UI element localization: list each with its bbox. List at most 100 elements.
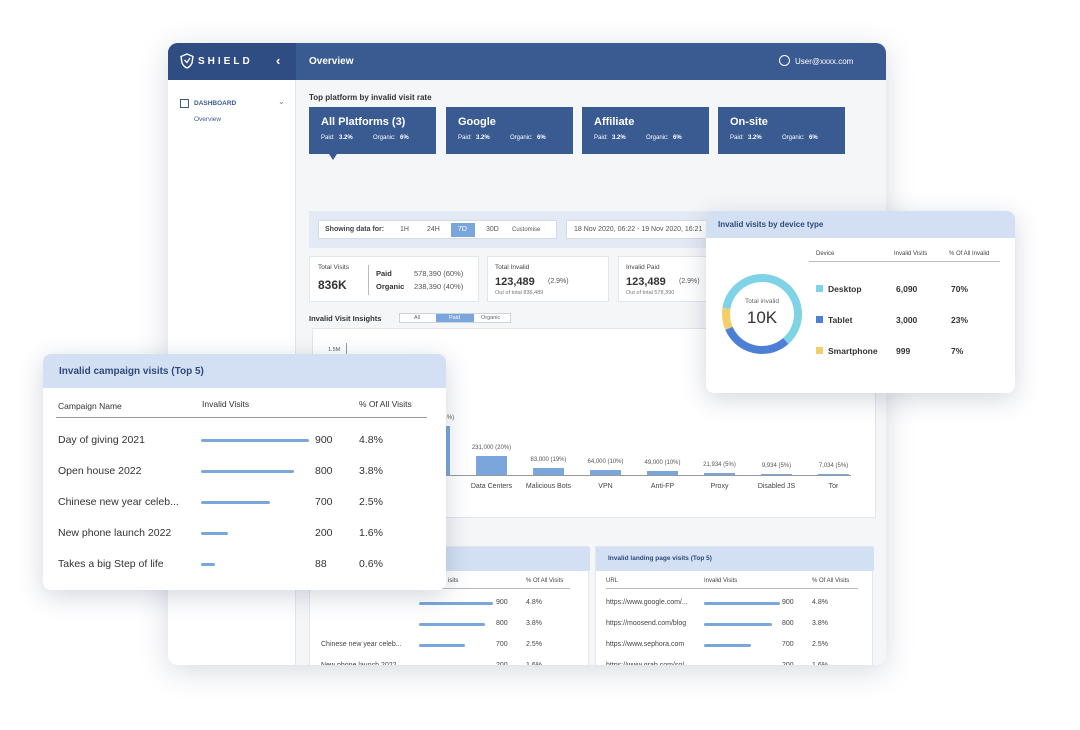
device-visits: 999 [896, 346, 911, 356]
device-pct: 70% [951, 284, 969, 294]
organic-value: 6% [673, 135, 682, 141]
total-invalid-card: Total Invalid 123,489 (2.9%) Out of tota… [487, 256, 609, 302]
landing-url[interactable]: https://www.grab.com/sg/... [606, 662, 690, 665]
device-card-title: Invalid visits by device type [718, 220, 824, 229]
chart-bar[interactable] [476, 455, 507, 475]
total-visits-card: Total Visits 836K Paid 578,390 (60%) Org… [309, 256, 479, 302]
chart-bar[interactable] [647, 470, 678, 475]
time-option-1h[interactable]: 1H [400, 226, 409, 233]
sidebar-section-dashboard[interactable]: DASHBOARD [194, 100, 237, 107]
chart-category-label: Malicious Bots [525, 483, 572, 490]
campaign-pct: 3.8% [359, 465, 383, 477]
device-donut-chart [722, 274, 802, 354]
landing-title: Invalid landing page visits (Top 5) [608, 555, 712, 562]
campaign-card: Invalid campaign visits (Top 5) Campaign… [43, 354, 446, 590]
bg-campaign-bar [419, 623, 485, 626]
organic-value: 6% [400, 135, 409, 141]
device-pct: 7% [951, 346, 964, 356]
logo-area: SHIELD ‹ [168, 43, 296, 80]
landing-visits: 700 [782, 641, 794, 648]
landing-col-url: URL [606, 578, 619, 584]
landing-url[interactable]: https://www.sephora.com [606, 641, 685, 648]
chart-bar[interactable] [818, 474, 849, 475]
invalid-paid-sub: Out of total 578,390 [626, 290, 675, 296]
divider [368, 265, 369, 295]
time-option-selected-bg [451, 223, 475, 237]
y-tick-label: 1.5M [328, 347, 341, 354]
platform-card-affiliate[interactable]: Affiliate Paid: 3.2% Organic: 6% [582, 107, 709, 154]
device-name: Tablet [828, 315, 853, 325]
landing-col-pct: % Of All Visits [812, 578, 850, 584]
campaign-col-name: Campaign Name [58, 401, 122, 411]
platform-card-onsite[interactable]: On-site Paid: 3.2% Organic: 6% [718, 107, 845, 154]
legend-swatch [816, 347, 823, 354]
donut-slice-smartphone[interactable] [722, 307, 733, 330]
showing-label: Showing data for: [325, 226, 385, 233]
campaign-visits: 700 [315, 496, 333, 508]
landing-bar [704, 644, 751, 647]
chart-bar[interactable] [533, 468, 564, 475]
paid-label: Paid [376, 269, 392, 278]
total-invalid-pct: (2.9%) [548, 278, 569, 285]
campaign-visits: 800 [315, 465, 333, 477]
time-option-7d[interactable]: 7D [458, 226, 467, 233]
time-option-24h[interactable]: 24H [427, 226, 440, 233]
landing-header [596, 547, 874, 571]
toggle-all[interactable]: All [414, 315, 421, 321]
legend-swatch [816, 285, 823, 292]
paid-label: Paid: [594, 135, 608, 141]
divider [809, 261, 1000, 262]
paid-value: 578,390 (60%) [414, 269, 464, 278]
organic-label: Organic: [510, 135, 533, 141]
paid-value: 3.2% [612, 135, 626, 141]
bg-campaign-rows: 900 4.8% 800 3.8% Chinese new year celeb... 7… [310, 547, 590, 665]
platform-heading: Top platform by invalid visit rate [309, 93, 432, 102]
bg-campaign-visits: 900 [496, 599, 508, 606]
organic-value: 6% [537, 135, 546, 141]
donut-slice-tablet[interactable] [725, 326, 789, 354]
campaign-bar [201, 563, 215, 566]
page-title: Overview [309, 56, 354, 67]
landing-url[interactable]: https://www.google.com/... [606, 599, 688, 606]
shield-logo-icon [180, 53, 194, 69]
chart-category-label: VPN [598, 483, 613, 490]
chart-category-label: Anti-FP [650, 483, 675, 490]
user-email[interactable]: User@xxxx.com [795, 57, 854, 66]
bg-campaign-pct: 2.5% [526, 641, 542, 648]
divider [606, 588, 858, 589]
paid-value: 3.2% [476, 135, 490, 141]
chevron-down-icon[interactable]: ⌄ [278, 97, 285, 106]
landing-url[interactable]: https://moosend.com/blog [606, 620, 687, 627]
platform-card-google[interactable]: Google Paid: 3.2% Organic: 6% [446, 107, 573, 154]
time-option-30d[interactable]: 30D [486, 226, 499, 233]
campaign-pct: 2.5% [359, 496, 383, 508]
divider [56, 417, 427, 418]
total-invalid-label: Total Invalid [495, 264, 530, 271]
campaign-name: New phone launch 2022 [58, 527, 172, 539]
invalid-paid-label: Invalid Paid [626, 264, 660, 271]
chart-bar[interactable] [590, 469, 621, 475]
campaign-bar [201, 532, 228, 535]
selected-caret-icon [329, 154, 337, 160]
campaign-name: Takes a big Step of life [58, 558, 164, 570]
legend-swatch [816, 316, 823, 323]
toggle-paid[interactable]: Paid [449, 315, 461, 321]
chart-bar[interactable] [761, 474, 792, 475]
campaign-bar [201, 501, 270, 504]
platform-name: On-site [730, 116, 768, 128]
collapse-sidebar-chevron-icon[interactable]: ‹ [276, 53, 281, 68]
donut-slice-desktop[interactable] [722, 274, 802, 344]
campaign-col-visits: Invalid Visits [202, 399, 250, 409]
platform-card-all[interactable]: All Platforms (3) Paid: 3.2% Organic: 6% [309, 107, 436, 154]
campaign-col-pct: % Of All Visits [359, 399, 412, 409]
user-icon[interactable] [779, 55, 790, 66]
chart-bar[interactable] [704, 473, 735, 475]
bg-campaign-visits: 200 [496, 662, 508, 665]
sidebar-item-overview[interactable]: Overview [194, 116, 222, 123]
landing-pct: 2.5% [812, 641, 828, 648]
organic-label: Organic: [373, 135, 396, 141]
device-name: Smartphone [828, 346, 878, 356]
time-option-customise[interactable]: Customise [512, 227, 541, 233]
toggle-organic[interactable]: Organic [481, 315, 501, 321]
organic-label: Organic [376, 282, 405, 291]
